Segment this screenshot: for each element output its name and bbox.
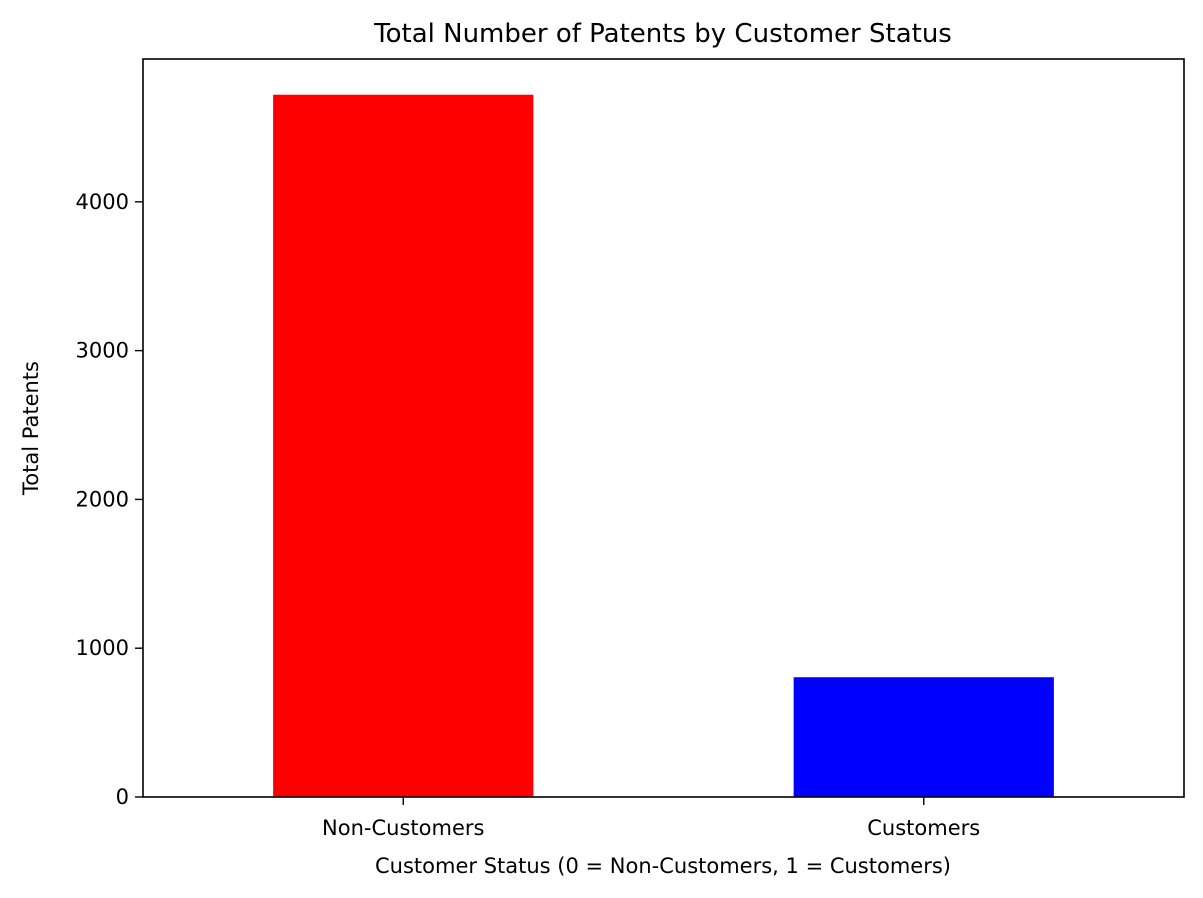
x-tick-label: Customers	[867, 816, 980, 840]
bar-non-customers	[273, 94, 534, 798]
bars-group	[273, 94, 1054, 798]
chart-title: Total Number of Patents by Customer Stat…	[373, 19, 952, 49]
x-axis-label: Customer Status (0 = Non-Customers, 1 = …	[375, 854, 951, 878]
bar-customers	[793, 677, 1054, 797]
x-axis: Non-Customers Customers	[322, 797, 980, 840]
y-tick-label: 0	[116, 785, 129, 809]
y-tick-label: 2000	[76, 487, 129, 511]
plot-frame	[142, 58, 1185, 798]
x-tick-label: Non-Customers	[322, 816, 484, 840]
y-axis: 0 1000 2000 3000 4000	[76, 190, 143, 809]
y-tick-label: 1000	[76, 636, 129, 660]
y-tick-label: 4000	[76, 190, 129, 214]
y-axis-label: Total Patents	[19, 361, 43, 496]
y-tick-label: 3000	[76, 339, 129, 363]
